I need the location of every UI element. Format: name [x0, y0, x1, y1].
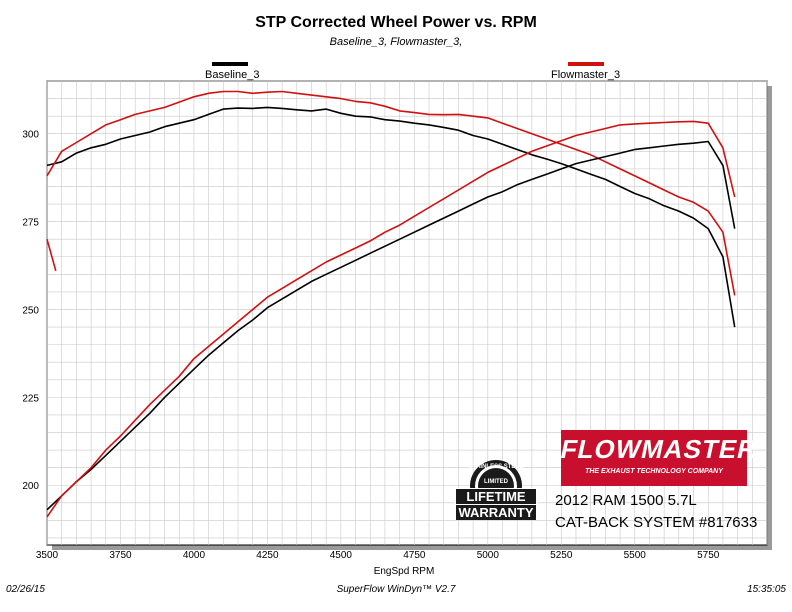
x-tick-label: 5500: [624, 550, 647, 561]
x-axis-label: EngSpd RPM: [374, 566, 435, 577]
chart-subtitle: Baseline_3, Flowmaster_3,: [329, 36, 463, 48]
x-tick-label: 5250: [550, 550, 573, 561]
y-tick-label: 300: [22, 130, 39, 141]
footer-software: SuperFlow WinDyn™ V2.7: [336, 584, 456, 595]
axis-ticks: 3500 3750 4000 4250 4500 4750 5000 5250 5500 5750…: [22, 130, 719, 561]
x-tick-label: 3500: [36, 550, 59, 561]
badge-line1-text: LIFETIME: [466, 489, 526, 504]
x-tick-label: 4250: [256, 550, 279, 561]
y-tick-label: 225: [22, 393, 39, 404]
legend-swatch-baseline: [212, 62, 248, 66]
vehicle-line-2: CAT-BACK SYSTEM #817633: [555, 514, 758, 531]
chart-title: STP Corrected Wheel Power vs. RPM: [255, 14, 537, 31]
vehicle-info: 2012 RAM 1500 5.7L CAT-BACK SYSTEM #8176…: [555, 490, 757, 534]
series-line-baseline-3-torque: [46, 140, 736, 511]
flowmaster-logo-text: FLOWMASTER: [557, 434, 761, 464]
legend-label-baseline: Baseline_3: [205, 69, 260, 81]
badge-top-text: STAINLESS STEEL: [469, 464, 524, 470]
flowmaster-logo-tagline: THE EXHAUST TECHNOLOGY COMPANY: [585, 468, 723, 475]
x-tick-label: 3750: [109, 550, 132, 561]
series-line-flowmaster-3-torque: [46, 120, 736, 518]
vehicle-line-1: 2012 RAM 1500 5.7L: [555, 492, 697, 509]
x-tick-label: 5750: [697, 550, 720, 561]
y-tick-label: 250: [22, 305, 39, 316]
y-tick-label: 200: [22, 481, 39, 492]
flowmaster-logo: FLOWMASTER THE EXHAUST TECHNOLOGY COMPAN…: [558, 430, 761, 486]
x-tick-label: 4000: [183, 550, 206, 561]
legend-swatch-flowmaster: [568, 62, 604, 66]
x-tick-label: 4750: [403, 550, 426, 561]
footer-date: 02/26/15: [6, 584, 45, 595]
badge-line2-text: WARRANTY: [458, 505, 533, 520]
x-tick-label: 5000: [477, 550, 500, 561]
x-tick-label: 4500: [330, 550, 353, 561]
footer-time: 15:35:05: [747, 584, 786, 595]
series-line-flowmaster-3-fragment: [46, 238, 57, 272]
y-tick-label: 275: [22, 218, 39, 229]
series-line-baseline-3-power: [46, 106, 736, 328]
lifetime-warranty-badge: STAINLESS STEEL LIMITED LIFETIME WARRANT…: [452, 456, 540, 526]
legend-label-flowmaster: Flowmaster_3: [551, 69, 621, 81]
badge-mid-text: LIMITED: [484, 479, 509, 485]
series-lines: [46, 90, 736, 518]
series-line-flowmaster-3-power: [46, 90, 736, 296]
